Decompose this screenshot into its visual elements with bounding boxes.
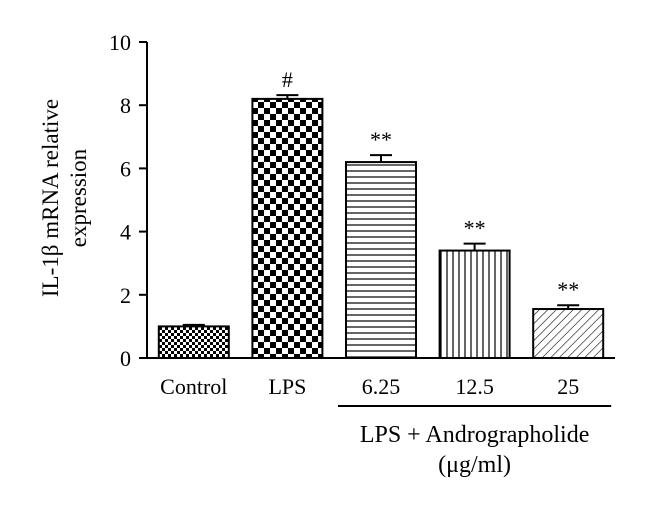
y-axis-title-line1: IL-1β mRNA relative: [38, 99, 63, 297]
bar-25: [532, 308, 605, 359]
y-ticks: 0 2 4 6 8 10: [109, 30, 147, 371]
y-axis-title: IL-1β mRNA relative expression: [38, 99, 91, 297]
x-tick-label-25: 25: [557, 374, 579, 399]
group-annotation: LPS + Andrographolide (μg/ml): [338, 405, 612, 478]
y-axis-title-line2: expression: [66, 148, 91, 247]
x-tick-label-Control: Control: [160, 374, 227, 399]
x-tick-labels: Control LPS 6.25 12.5 25: [160, 374, 579, 399]
y-tick-label: 10: [109, 30, 131, 55]
y-tick-label: 8: [120, 93, 131, 118]
bar-12.5: [438, 249, 511, 359]
group-label-line2: (μg/ml): [438, 452, 511, 478]
significance-LPS: #: [282, 67, 293, 92]
bar-6.25: [345, 161, 417, 359]
bar-LPS: [251, 97, 324, 359]
error-bars: [182, 94, 580, 327]
y-tick-label: 0: [120, 346, 131, 371]
y-tick-label: 2: [120, 283, 131, 308]
significance-25: **: [557, 277, 579, 302]
significance-markers: # ** ** **: [282, 67, 579, 302]
bars: [157, 97, 605, 359]
significance-12.5: **: [464, 216, 486, 241]
x-tick-label-12.5: 12.5: [455, 374, 494, 399]
significance-6.25: **: [370, 127, 392, 152]
group-label-line1: LPS + Andrographolide: [360, 422, 590, 448]
x-tick-label-6.25: 6.25: [362, 374, 401, 399]
y-tick-label: 4: [120, 220, 131, 245]
x-tick-label-LPS: LPS: [268, 374, 306, 399]
y-tick-label: 6: [120, 156, 131, 181]
bar-Control: [157, 325, 230, 359]
